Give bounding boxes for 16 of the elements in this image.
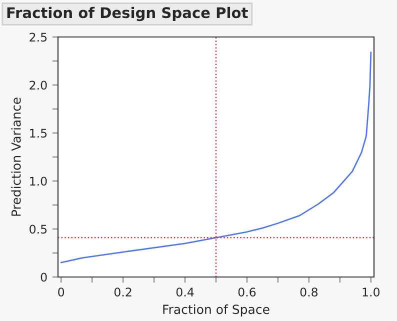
x-tick-label: 0.8 xyxy=(300,288,318,297)
x-axis-title: Fraction of Space xyxy=(163,304,270,316)
y-tick-label: 2.0 xyxy=(30,80,47,90)
x-tick-label: 1.0 xyxy=(362,288,380,297)
chart-title: Fraction of Design Space Plot xyxy=(7,6,248,22)
x-tick-label: 0.4 xyxy=(176,288,194,297)
y-tick-label: 2.5 xyxy=(30,32,47,42)
y-tick-label: 1.0 xyxy=(30,176,47,186)
x-tick-label: 0.6 xyxy=(238,288,256,297)
y-tick-label: 1.5 xyxy=(30,128,47,138)
y-axis-title: Prediction Variance xyxy=(11,98,21,216)
x-tick-label: 0 xyxy=(58,288,64,297)
line-series xyxy=(60,52,372,264)
y-tick-label: 0.5 xyxy=(30,224,47,234)
y-tick-label: 0 xyxy=(40,272,47,282)
x-tick-label: 0.2 xyxy=(114,288,132,297)
